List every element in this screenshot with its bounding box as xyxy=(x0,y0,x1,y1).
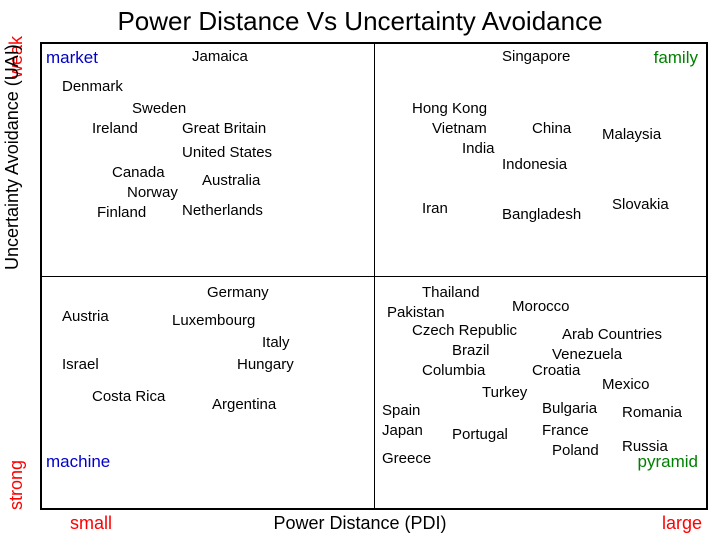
horizontal-divider xyxy=(42,276,706,277)
country-label: Costa Rica xyxy=(92,388,165,405)
country-label: Bangladesh xyxy=(502,206,581,223)
country-label: Pakistan xyxy=(387,304,445,321)
corner-pyramid: pyramid xyxy=(638,452,698,472)
country-label: Israel xyxy=(62,356,99,373)
country-label: Iran xyxy=(422,200,448,217)
country-label: Japan xyxy=(382,422,423,439)
country-label: Portugal xyxy=(452,426,508,443)
country-label: Austria xyxy=(62,308,109,325)
country-label: Canada xyxy=(112,164,165,181)
x-axis-large-label: large xyxy=(662,513,702,534)
country-label: Ireland xyxy=(92,120,138,137)
country-label: Vietnam xyxy=(432,120,487,137)
corner-market: market xyxy=(46,48,98,68)
country-label: Germany xyxy=(207,284,269,301)
country-label: Italy xyxy=(262,334,290,351)
country-label: Hungary xyxy=(237,356,294,373)
country-label: Greece xyxy=(382,450,431,467)
country-label: Brazil xyxy=(452,342,490,359)
country-label: France xyxy=(542,422,589,439)
corner-machine: machine xyxy=(46,452,110,472)
country-label: Turkey xyxy=(482,384,527,401)
country-label: Thailand xyxy=(422,284,480,301)
country-label: Indonesia xyxy=(502,156,567,173)
country-label: Poland xyxy=(552,442,599,459)
country-label: Columbia xyxy=(422,362,485,379)
country-label: Mexico xyxy=(602,376,650,393)
chart-area: market family machine pyramid Jamaica Sin… xyxy=(40,42,708,510)
x-axis-label: Power Distance (PDI) xyxy=(273,513,446,534)
country-label: Sweden xyxy=(132,100,186,117)
country-label: Malaysia xyxy=(602,126,661,143)
country-label: Venezuela xyxy=(552,346,622,363)
country-label: Norway xyxy=(127,184,178,201)
corner-family: family xyxy=(654,48,698,68)
country-label: Romania xyxy=(622,404,682,421)
y-axis-strong-label: strong xyxy=(6,460,27,510)
country-label: Netherlands xyxy=(182,202,263,219)
country-label: United States xyxy=(182,144,272,161)
country-label: Jamaica xyxy=(192,48,248,65)
y-axis-label: Uncertainty Avoidance (UAI) xyxy=(2,44,23,270)
country-label: Hong Kong xyxy=(412,100,487,117)
page-title: Power Distance Vs Uncertainty Avoidance xyxy=(0,6,720,37)
country-label: Singapore xyxy=(502,48,570,65)
country-label: Luxembourg xyxy=(172,312,255,329)
country-label: Bulgaria xyxy=(542,400,597,417)
country-label: China xyxy=(532,120,571,137)
country-label: Russia xyxy=(622,438,668,455)
country-label: Croatia xyxy=(532,362,580,379)
country-label: Morocco xyxy=(512,298,570,315)
country-label: Czech Republic xyxy=(412,322,517,339)
x-axis-small-label: small xyxy=(70,513,112,534)
country-label: Great Britain xyxy=(182,120,266,137)
country-label: Australia xyxy=(202,172,260,189)
country-label: Finland xyxy=(97,204,146,221)
country-label: Spain xyxy=(382,402,420,419)
country-label: Slovakia xyxy=(612,196,669,213)
country-label: Arab Countries xyxy=(562,326,662,343)
country-label: Argentina xyxy=(212,396,276,413)
country-label: India xyxy=(462,140,495,157)
country-label: Denmark xyxy=(62,78,123,95)
